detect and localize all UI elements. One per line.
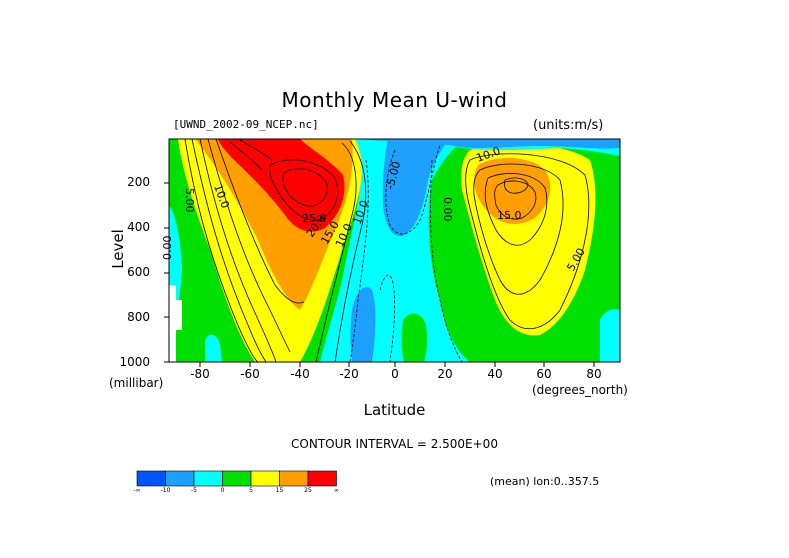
x-tick-label: -80 (190, 367, 210, 381)
contour-label: 15.0 (497, 209, 522, 222)
colorbar (136, 470, 337, 487)
chart-title: Monthly Mean U-wind (281, 88, 508, 112)
colorbar-swatch (136, 470, 166, 487)
colorbar-tick-label: -5 (191, 487, 197, 494)
colorbar-tick-label: -∞ (133, 487, 141, 494)
colorbar-swatch (279, 470, 309, 487)
y-tick-label: 800 (127, 310, 150, 324)
colorbar-swatch (250, 470, 280, 487)
units-label: (units:m/s) (533, 118, 604, 133)
contour-label: 25.0 (302, 212, 327, 225)
colorbar-tick-label: 25 (304, 487, 312, 494)
colorbar-tick-label: 5 (249, 487, 253, 494)
x-tick-label: 20 (437, 367, 453, 381)
colorbar-tick-label: -10 (160, 487, 171, 494)
contour-lines (184, 139, 590, 362)
contour-label: 0.00 (441, 197, 454, 222)
x-tick-label: -20 (339, 367, 359, 381)
mean-info-label: (mean) lon:0..357.5 (490, 475, 600, 488)
y-tick-label: 400 (127, 220, 150, 234)
filled-contours (169, 139, 620, 362)
x-tick-label: -60 (240, 367, 260, 381)
x-tick-label: 80 (586, 367, 602, 381)
y-tick-label: 200 (127, 175, 150, 189)
contour-label: 0.00 (161, 236, 174, 261)
contour-interval-label: CONTOUR INTERVAL = 2.500E+00 (291, 437, 498, 451)
colorbar-swatch (193, 470, 223, 487)
y-axis-units: (millibar) (109, 376, 164, 390)
contour-label: 5.00 (183, 188, 196, 213)
dataset-label: [UWND_2002-09_NCEP.nc] (173, 118, 319, 131)
colorbar-swatch (165, 470, 195, 487)
x-tick-label: 40 (487, 367, 503, 381)
colorbar-swatch (307, 470, 337, 487)
x-axis-label: Latitude (363, 401, 426, 419)
negative-contour-lines (349, 144, 463, 362)
colorbar-tick-label: 15 (275, 487, 284, 494)
x-tick-label: 60 (536, 367, 552, 381)
x-tick-label: -40 (290, 367, 310, 381)
colorbar-tick-label: ∞ (334, 487, 339, 494)
colorbar-tick-label: 0 (220, 487, 225, 494)
axis-ticks (164, 182, 595, 367)
colorbar-swatch (222, 470, 252, 487)
x-axis-units: (degrees_north) (532, 383, 628, 397)
y-tick-label: 1000 (119, 355, 150, 369)
x-tick-label: 0 (391, 367, 399, 381)
y-tick-label: 600 (127, 265, 150, 279)
